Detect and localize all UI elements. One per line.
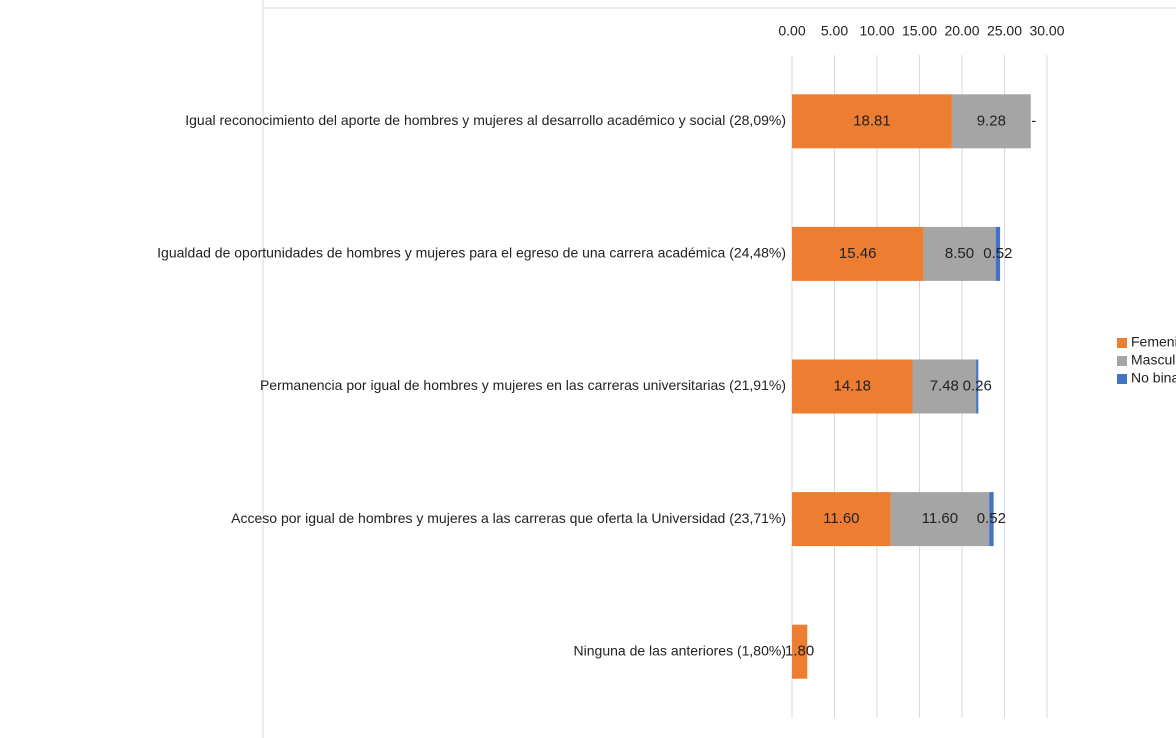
legend-swatch xyxy=(1117,356,1127,366)
data-label: 14.18 xyxy=(833,377,871,394)
data-label: 8.50 xyxy=(945,245,974,262)
bar-segment xyxy=(890,492,990,547)
y-tick-label: Igualdad de oportunidades de hombres y m… xyxy=(157,245,786,261)
data-label: - xyxy=(1031,112,1036,129)
bar-segment xyxy=(989,492,994,547)
legend-swatch xyxy=(1117,338,1127,348)
y-tick-label: Acceso por igual de hombres y mujeres a … xyxy=(231,510,786,526)
y-tick-label: Ninguna de las anteriores (1,80%) xyxy=(574,642,786,658)
bar-segment xyxy=(923,226,996,281)
x-tick-label: 25.00 xyxy=(987,23,1022,39)
bar-segment xyxy=(912,359,977,414)
data-label: 0.52 xyxy=(977,510,1006,527)
bar-segment xyxy=(792,226,924,281)
x-tick-label: 20.00 xyxy=(944,23,979,39)
legend-swatch xyxy=(1117,374,1127,384)
legend-label: Masculino xyxy=(1131,352,1176,368)
data-label: 11.60 xyxy=(823,510,859,527)
y-tick-label: Permanencia por igual de hombres y mujer… xyxy=(260,377,786,393)
bar-segment xyxy=(995,226,1001,281)
legend-label: No binario xyxy=(1131,370,1176,386)
data-label: 7.48 xyxy=(930,377,959,394)
x-tick-label: 0.00 xyxy=(778,23,805,39)
data-label: 11.60 xyxy=(922,510,958,527)
x-tick-label: 15.00 xyxy=(902,23,937,39)
bar-segment xyxy=(976,359,979,414)
x-tick-label: 30.00 xyxy=(1029,23,1064,39)
y-tick-label: Igual reconocimiento del aporte de hombr… xyxy=(185,112,786,128)
x-tick-label: 10.00 xyxy=(859,23,894,39)
data-label: 1.80 xyxy=(785,643,814,660)
bar-segment xyxy=(792,94,952,149)
bar-segment xyxy=(792,624,808,679)
bar-segment xyxy=(951,94,1031,149)
data-label: 9.28 xyxy=(977,112,1006,129)
bar-segment xyxy=(792,359,913,414)
bar-segment xyxy=(792,492,891,547)
data-label: 15.46 xyxy=(839,245,877,262)
data-label: 18.81 xyxy=(853,112,891,129)
data-label: 0.26 xyxy=(963,377,992,394)
legend-label: Femenino xyxy=(1131,334,1176,350)
x-tick-label: 5.00 xyxy=(821,23,848,39)
data-label: 0.52 xyxy=(983,245,1012,262)
